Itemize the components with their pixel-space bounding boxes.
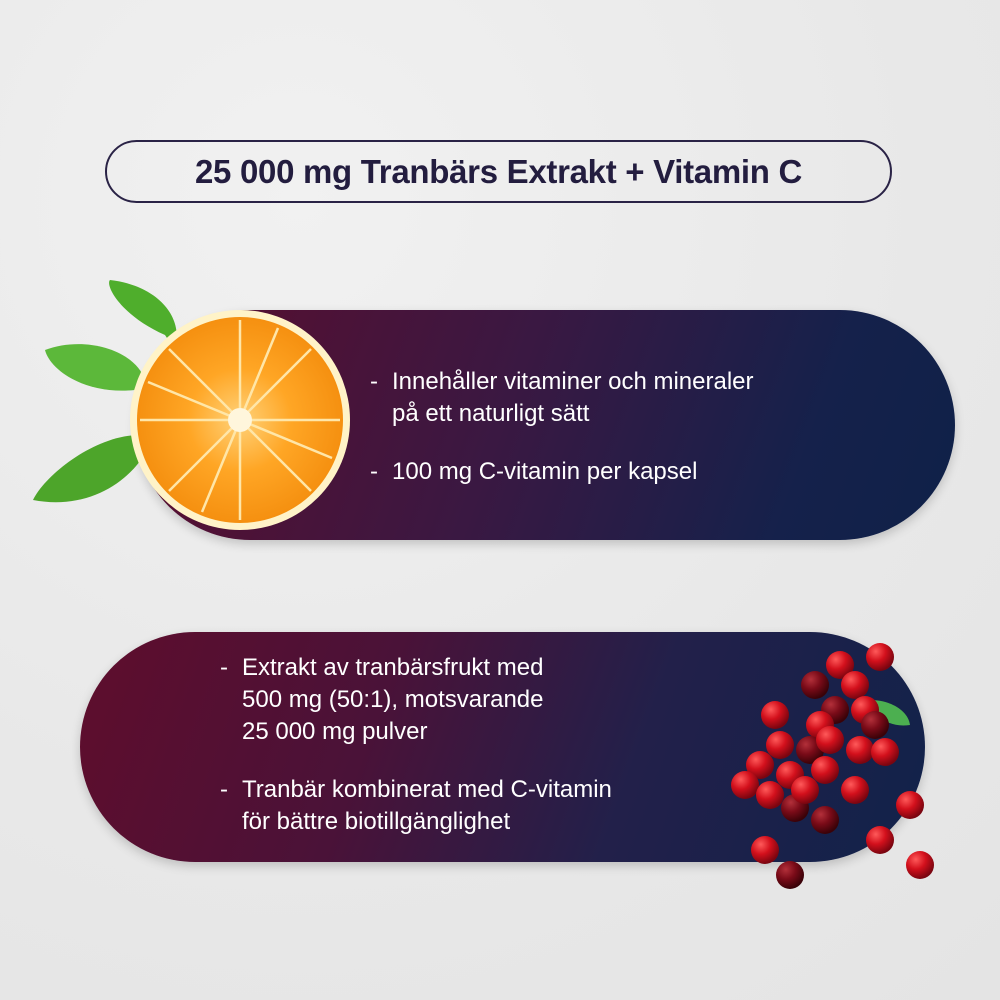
list-item: - Tranbär kombinerat med C-vitamin för b…: [220, 776, 612, 835]
cranberry: [811, 756, 839, 784]
cranberry: [896, 791, 924, 819]
list-item: - 100 mg C-vitamin per kapsel: [370, 458, 698, 485]
cranberry: [746, 751, 774, 779]
page-title: 25 000 mg Tranbärs Extrakt + Vitamin C: [194, 152, 803, 190]
orange-slice-icon: [33, 280, 350, 530]
cranberry: [841, 776, 869, 804]
vitamin-c-list: - Innehåller vitaminer och mineraler på …: [370, 366, 754, 514]
cranberry: [871, 738, 899, 766]
cranberry-list: - Extrakt av tranbärsfrukt med 500 mg (5…: [220, 652, 612, 864]
cranberry: [906, 851, 934, 879]
cranberry: [766, 731, 794, 759]
cranberry: [826, 651, 854, 679]
list-item: - Innehåller vitaminer och mineraler på …: [370, 368, 754, 427]
cranberry: [811, 806, 839, 834]
cranberry: [756, 781, 784, 809]
cranberry: [801, 671, 829, 699]
cranberry: [846, 736, 874, 764]
cranberry: [751, 836, 779, 864]
cranberry: [816, 726, 844, 754]
title-badge: 25 000 mg Tranbärs Extrakt + Vitamin C: [105, 140, 892, 203]
cranberry: [861, 711, 889, 739]
cranberry: [761, 701, 789, 729]
cranberry: [866, 826, 894, 854]
cranberry: [776, 861, 804, 889]
cranberry: [866, 643, 894, 671]
cranberry: [731, 771, 759, 799]
cranberry: [791, 776, 819, 804]
cranberry: [841, 671, 869, 699]
list-item: - Extrakt av tranbärsfrukt med 500 mg (5…: [220, 654, 544, 745]
cranberries-icon: [731, 643, 934, 889]
